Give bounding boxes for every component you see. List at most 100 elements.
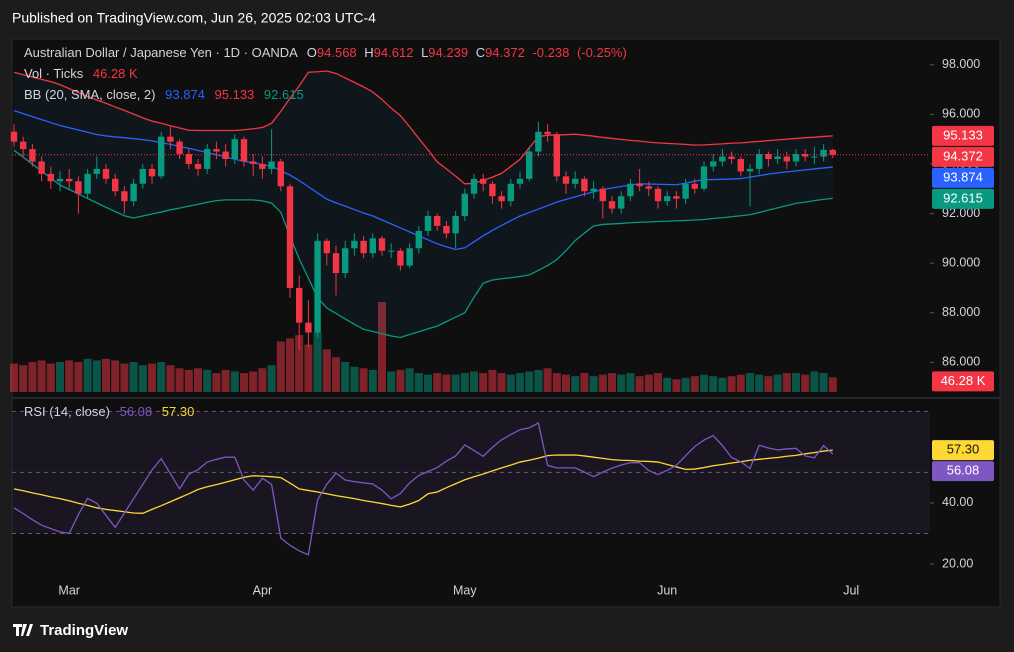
volume-bar [700, 374, 708, 392]
volume-bar [617, 374, 626, 392]
bb-header: BB (20, SMA, close, 2) 93.874 95.133 92.… [24, 87, 304, 102]
candle-body [664, 196, 671, 202]
candle-body [599, 188, 606, 202]
rsi-header: RSI (14, close) 56.08 57.30 [24, 404, 194, 419]
candle-body [627, 183, 634, 197]
axis-badge-label: 92.615 [943, 190, 983, 205]
volume-bar [276, 341, 285, 392]
candle-body [792, 154, 800, 162]
volume-bar [525, 371, 534, 392]
volume-bar [433, 373, 442, 392]
candle-body [645, 186, 652, 189]
volume-bar [175, 368, 184, 392]
volume-bar [249, 371, 258, 392]
volume-bar [792, 373, 800, 392]
candle-body [461, 193, 468, 217]
symbol-title: Australian Dollar / Japanese Yen · 1D · … [24, 45, 298, 60]
volume-bar [608, 373, 616, 392]
volume-bar [598, 374, 607, 392]
candle-body [176, 141, 183, 155]
candle-body [802, 154, 809, 157]
candle-body [388, 250, 395, 252]
candle-body [811, 156, 818, 158]
candle-body [296, 287, 303, 323]
volume-bar [736, 374, 745, 392]
x-tick-label: Apr [253, 583, 272, 597]
volume-bar [718, 377, 727, 392]
candle-body [84, 173, 91, 194]
candle-body [829, 149, 836, 155]
ohlc-label: L [421, 45, 428, 60]
candle-body [581, 178, 588, 192]
rsi-ma-value: 57.30 [162, 404, 195, 419]
x-tick-label: May [453, 583, 477, 597]
volume-bar [405, 368, 414, 392]
volume-name: Vol · Ticks [24, 66, 84, 81]
axis-badge [932, 371, 994, 392]
volume-bar [295, 335, 304, 392]
candle-body [130, 183, 137, 202]
ohlc-value: 94.612 [374, 45, 414, 60]
chart-panel [11, 38, 1001, 608]
volume-bar [129, 362, 138, 392]
x-tick-label: Mar [58, 583, 80, 597]
volume-bar [332, 357, 340, 392]
volume-bar [681, 377, 690, 392]
candle-body [369, 238, 376, 254]
axis-badge [932, 125, 994, 146]
volume-bar [764, 376, 773, 392]
candle-body [194, 163, 202, 169]
candle-body [323, 240, 330, 254]
volume-bar [203, 369, 212, 392]
volume-bar [37, 360, 46, 392]
candle-body [10, 131, 18, 142]
volume-bar [10, 363, 18, 392]
volume-bar [552, 373, 561, 392]
volume-bar [543, 368, 552, 392]
volume-bar [83, 358, 92, 392]
candle-body [654, 188, 662, 202]
volume-bar [644, 374, 653, 392]
candle-body [75, 181, 82, 194]
volume-bar [166, 365, 175, 392]
volume-bar [286, 338, 294, 392]
rsi-tick-label: 40.00 [942, 495, 973, 509]
volume-bar [267, 365, 276, 392]
candle-body [682, 183, 689, 199]
volume-bar [102, 358, 110, 392]
candle-body [507, 183, 514, 202]
volume-bar [304, 344, 313, 392]
volume-bar [442, 374, 451, 392]
candle-body [618, 196, 625, 209]
volume-bar [148, 363, 156, 392]
volume-bar [506, 374, 515, 392]
candle-body [415, 230, 422, 249]
candle-body [240, 139, 248, 162]
axis-badge-label: 94.372 [943, 148, 983, 163]
volume-bar [65, 360, 74, 392]
volume-bar [157, 362, 166, 392]
candle-body [66, 178, 73, 182]
candle-body [360, 240, 367, 254]
symbol-header: Australian Dollar / Japanese Yen · 1D · … [24, 45, 627, 60]
volume-bar [690, 376, 699, 392]
volume-bar [672, 379, 681, 392]
candle-body [277, 161, 284, 187]
candle-body [719, 156, 726, 162]
candle-body [268, 161, 275, 169]
ohlc-label: H [364, 45, 373, 60]
rsi-value: 56.08 [120, 404, 153, 419]
candle-body [700, 166, 708, 189]
axis-badge [932, 440, 994, 461]
ohlc-label: O [307, 45, 317, 60]
candle-body [572, 178, 579, 184]
axis-badge-label: 46.28 K [941, 373, 986, 388]
candle-body [590, 188, 597, 192]
candle-body [286, 186, 294, 288]
ohlc-value: 94.568 [317, 45, 357, 60]
volume-bar [562, 374, 570, 392]
y-tick-label: 98.000 [942, 57, 980, 71]
volume-bar [92, 360, 101, 392]
candle-body [378, 238, 386, 251]
candle-body [185, 154, 192, 164]
